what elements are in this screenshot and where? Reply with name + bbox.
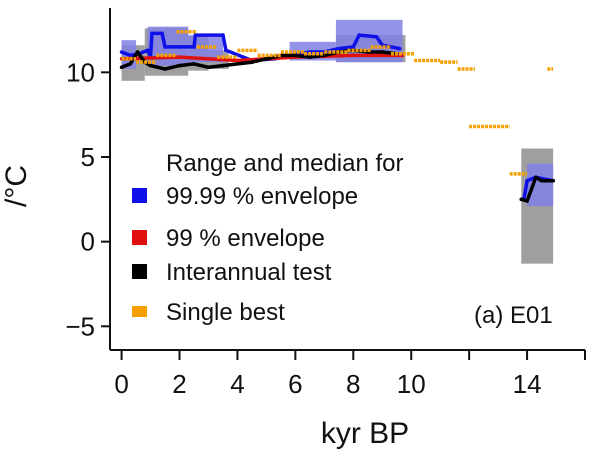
series-interannual-test-point-26 bbox=[551, 178, 555, 183]
series-interannual-test-point-20 bbox=[380, 50, 385, 54]
series-interannual-test-point-2 bbox=[135, 50, 140, 54]
legend-title: Range and median for bbox=[166, 150, 404, 177]
series-interannual-test-point-7 bbox=[192, 62, 196, 66]
legend-label-single-best: Single best bbox=[166, 299, 285, 326]
legend-swatch-99-99-envelope bbox=[132, 188, 147, 203]
legend-swatch-99-envelope bbox=[132, 230, 147, 245]
series-99-99-envelope-point-3 bbox=[145, 48, 150, 53]
series-99-99-envelope-point-10 bbox=[193, 33, 198, 37]
legend: Range and median for 99.99 % envelope 99… bbox=[132, 150, 404, 326]
series-interannual-test-point-22 bbox=[519, 197, 524, 202]
series-interannual-test-point-4 bbox=[148, 63, 153, 68]
range-band-99-99-envelope-11 bbox=[527, 163, 554, 207]
series-99-99-envelope-point-0 bbox=[119, 50, 124, 54]
series-interannual-test-point-12 bbox=[264, 56, 269, 61]
legend-label-interannual-test: Interannual test bbox=[166, 259, 332, 286]
series-interannual-test-point-24 bbox=[533, 175, 538, 180]
x-tick-label: 4 bbox=[230, 369, 244, 399]
y-tick-label: 5 bbox=[81, 142, 95, 172]
legend-label-99-envelope: 99 % envelope bbox=[166, 225, 325, 252]
x-tick-label: 2 bbox=[172, 369, 186, 399]
y-tick-label: 10 bbox=[66, 57, 95, 87]
series-99-99-envelope-point-20 bbox=[357, 33, 361, 37]
series-99-99-envelope-point-11 bbox=[221, 33, 225, 37]
series-interannual-test-point-0 bbox=[119, 65, 124, 70]
series-interannual-test-point-23 bbox=[525, 199, 529, 203]
y-tick-label: −5 bbox=[65, 311, 95, 341]
x-tick-label: 10 bbox=[397, 369, 426, 399]
series-99-99-envelope-point-6 bbox=[160, 31, 164, 36]
series-99-99-envelope-point-12 bbox=[224, 48, 228, 53]
legend-label-99-99-envelope: 99.99 % envelope bbox=[166, 183, 358, 210]
series-interannual-test-point-10 bbox=[235, 62, 240, 66]
series-interannual-test-point-6 bbox=[177, 63, 182, 68]
series-99-envelope-point-1 bbox=[177, 55, 182, 59]
series-interannual-test-point-5 bbox=[163, 67, 167, 71]
series-interannual-test-point-8 bbox=[206, 65, 211, 70]
series-interannual-test-point-25 bbox=[539, 178, 544, 183]
series-99-99-envelope-point-7 bbox=[163, 45, 167, 49]
series-99-envelope-point-4 bbox=[351, 53, 356, 58]
y-tick-label: 0 bbox=[81, 227, 95, 257]
x-tick-label: 14 bbox=[513, 369, 542, 399]
x-axis-title: kyr BP bbox=[321, 417, 409, 450]
y-axis-title: /°C bbox=[0, 165, 33, 207]
x-tick-label: 0 bbox=[114, 369, 128, 399]
series-99-99-envelope-point-5 bbox=[150, 31, 154, 36]
series-interannual-test-point-16 bbox=[322, 53, 327, 58]
series-99-99-envelope-point-25 bbox=[525, 178, 529, 183]
series-99-99-envelope-point-23 bbox=[397, 46, 402, 51]
x-tick-label: 6 bbox=[288, 369, 302, 399]
series-99-99-envelope-point-19 bbox=[351, 45, 356, 49]
series-99-99-envelope-point-21 bbox=[374, 34, 379, 39]
series-interannual-test-point-14 bbox=[293, 53, 298, 58]
axes: −5 0 5 10 0 2 4 6 8 10 14 bbox=[65, 8, 586, 399]
panel-label: (a) E01 bbox=[474, 302, 553, 329]
series-99-99-envelope-point-8 bbox=[177, 45, 182, 49]
legend-swatch-single-best bbox=[132, 306, 147, 317]
series-99-99-envelope-point-18 bbox=[337, 46, 341, 51]
legend-swatch-interannual-test bbox=[132, 264, 147, 279]
series-interannual-test-point-9 bbox=[221, 63, 225, 68]
series-interannual-test-point-11 bbox=[250, 60, 254, 64]
series-interannual-test-point-15 bbox=[308, 55, 312, 59]
series-99-envelope-point-2 bbox=[235, 58, 240, 63]
series-interannual-test-point-1 bbox=[128, 62, 133, 66]
series-lines bbox=[119, 29, 555, 203]
x-tick-label: 8 bbox=[346, 369, 360, 399]
series-99-99-envelope-point-9 bbox=[192, 45, 196, 49]
series-99-99-envelope-point-1 bbox=[128, 53, 133, 58]
